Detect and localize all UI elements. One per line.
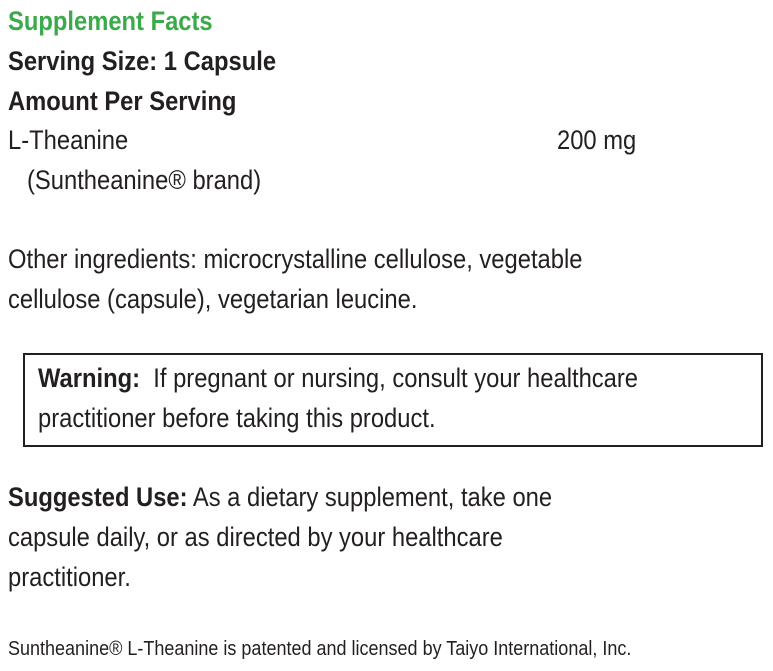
warning-text: If pregnant or nursing, consult your hea…	[153, 363, 639, 393]
warning-label: Warning:	[38, 363, 141, 393]
amount-header: Amount Per Serving	[8, 86, 237, 116]
warning-line: practitioner before taking this product.	[38, 403, 436, 433]
suggested-use-line: capsule daily, or as directed by your he…	[8, 522, 503, 552]
ingredient-amount: 200 mg	[557, 125, 637, 155]
warning-box	[23, 353, 763, 447]
warning-line: Warning: If pregnant or nursing, consult…	[38, 362, 638, 394]
page-title: Supplement Facts	[8, 6, 213, 36]
footer-note: Suntheanine® L-Theanine is patented and …	[8, 638, 632, 660]
other-ingredients-line: Other ingredients: microcrystalline cell…	[8, 244, 583, 274]
ingredient-name: L-Theanine	[8, 125, 129, 155]
serving-size: Serving Size: 1 Capsule	[8, 46, 277, 76]
other-ingredients-line: cellulose (capsule), vegetarian leucine.	[8, 284, 418, 314]
suggested-use-line: practitioner.	[8, 562, 131, 592]
ingredient-note: (Suntheanine® brand)	[27, 165, 262, 195]
suggested-use-label: Suggested Use:	[8, 482, 188, 512]
suggested-use-line: Suggested Use: As a dietary supplement, …	[8, 481, 552, 513]
suggested-use-text: As a dietary supplement, take one	[192, 482, 553, 512]
